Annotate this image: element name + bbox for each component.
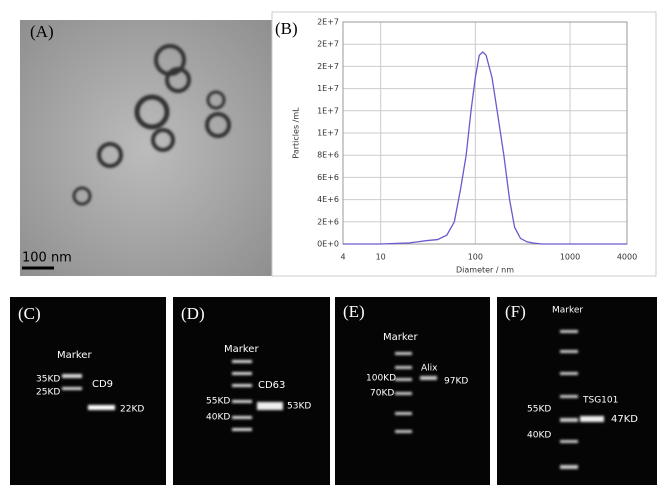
panel-label: (C) xyxy=(18,304,41,323)
band-size: 47KD xyxy=(611,414,638,425)
bands xyxy=(560,330,604,469)
panel-label: (E) xyxy=(343,302,365,321)
y-axis-label: Particles /mL xyxy=(292,107,301,159)
y-tick-label: 0E+0 xyxy=(317,240,339,249)
x-tick-label: 4 xyxy=(340,253,345,262)
blot xyxy=(10,297,166,485)
y-tick-label: 2E+7 xyxy=(317,62,339,71)
plot-frame xyxy=(342,21,628,245)
y-tick-label: 4E+6 xyxy=(317,195,339,204)
y-tick-label: 1E+7 xyxy=(317,84,339,93)
marker-size: 70KD xyxy=(370,389,394,399)
marker-label: Marker xyxy=(224,344,259,355)
panel-label: (A) xyxy=(30,22,54,41)
marker-size: 35KD xyxy=(36,375,60,385)
band-size: 53KD xyxy=(287,402,311,412)
panel-b: (B) 0E+0 2E+6 4E+6 6E+6 8E+6 1E+7 1E+7 1E+7 2E+7… xyxy=(271,11,657,277)
panel-label: (F) xyxy=(505,302,526,321)
marker-label: Marker xyxy=(552,306,583,316)
marker-label: Marker xyxy=(57,350,92,361)
x-tick-label: 1000 xyxy=(560,253,580,262)
panel-a: (A) 100 nm xyxy=(20,20,272,276)
x-tick-label: 10 xyxy=(376,253,386,262)
panel-label: (B) xyxy=(275,19,298,38)
x-axis-label: Diameter / nm xyxy=(456,266,514,275)
chart: 0E+0 2E+6 4E+6 6E+6 8E+6 1E+7 1E+7 1E+7 2E+7 2E+7… xyxy=(292,18,638,275)
y-tick-label: 2E+6 xyxy=(317,217,339,226)
y-tick-label: 6E+6 xyxy=(317,173,339,182)
chart-frame xyxy=(271,11,657,277)
marker-size: 40KD xyxy=(206,413,230,423)
protein-label: TSG101 xyxy=(582,396,618,406)
scale-text: 100 nm xyxy=(22,251,72,266)
y-tick-label: 8E+6 xyxy=(317,151,339,160)
marker-size: 100KD xyxy=(366,374,396,384)
tem-image xyxy=(20,20,272,276)
marker-size: 40KD xyxy=(527,431,551,441)
y-tick-label: 2E+7 xyxy=(317,18,339,27)
bands xyxy=(62,374,115,410)
bands xyxy=(395,352,437,433)
panel-c: (C) Marker 35KD 25KD CD9 22KD xyxy=(10,297,166,485)
marker-label: Marker xyxy=(383,332,418,343)
y-tick-label: 1E+7 xyxy=(317,129,339,138)
band-size: 22KD xyxy=(120,405,144,415)
protein-label: Alix xyxy=(421,364,438,374)
protein-label: CD9 xyxy=(92,379,113,390)
bands xyxy=(232,360,283,431)
y-tick-label: 2E+7 xyxy=(317,40,339,49)
marker-size: 55KD xyxy=(527,405,551,415)
blot xyxy=(173,297,330,485)
vesicles xyxy=(72,44,231,206)
x-tick-label: 4000 xyxy=(617,253,637,262)
panel-e: (E) Marker 100KD 70KD Alix 97KD xyxy=(335,297,490,485)
blot xyxy=(497,297,657,485)
blot xyxy=(335,297,490,485)
y-tick-label: 1E+7 xyxy=(317,106,339,115)
protein-label: CD63 xyxy=(258,380,285,391)
panel-d: (D) Marker 55KD 40KD CD63 53KD xyxy=(173,297,330,485)
panel-label: (D) xyxy=(181,304,205,323)
panel-f: (F) Marker 55KD 40KD TSG101 47KD xyxy=(497,297,657,485)
band-size: 97KD xyxy=(444,377,468,387)
marker-size: 25KD xyxy=(36,388,60,398)
marker-size: 55KD xyxy=(206,397,230,407)
x-tick-label: 100 xyxy=(468,253,483,262)
series-line xyxy=(343,51,627,245)
